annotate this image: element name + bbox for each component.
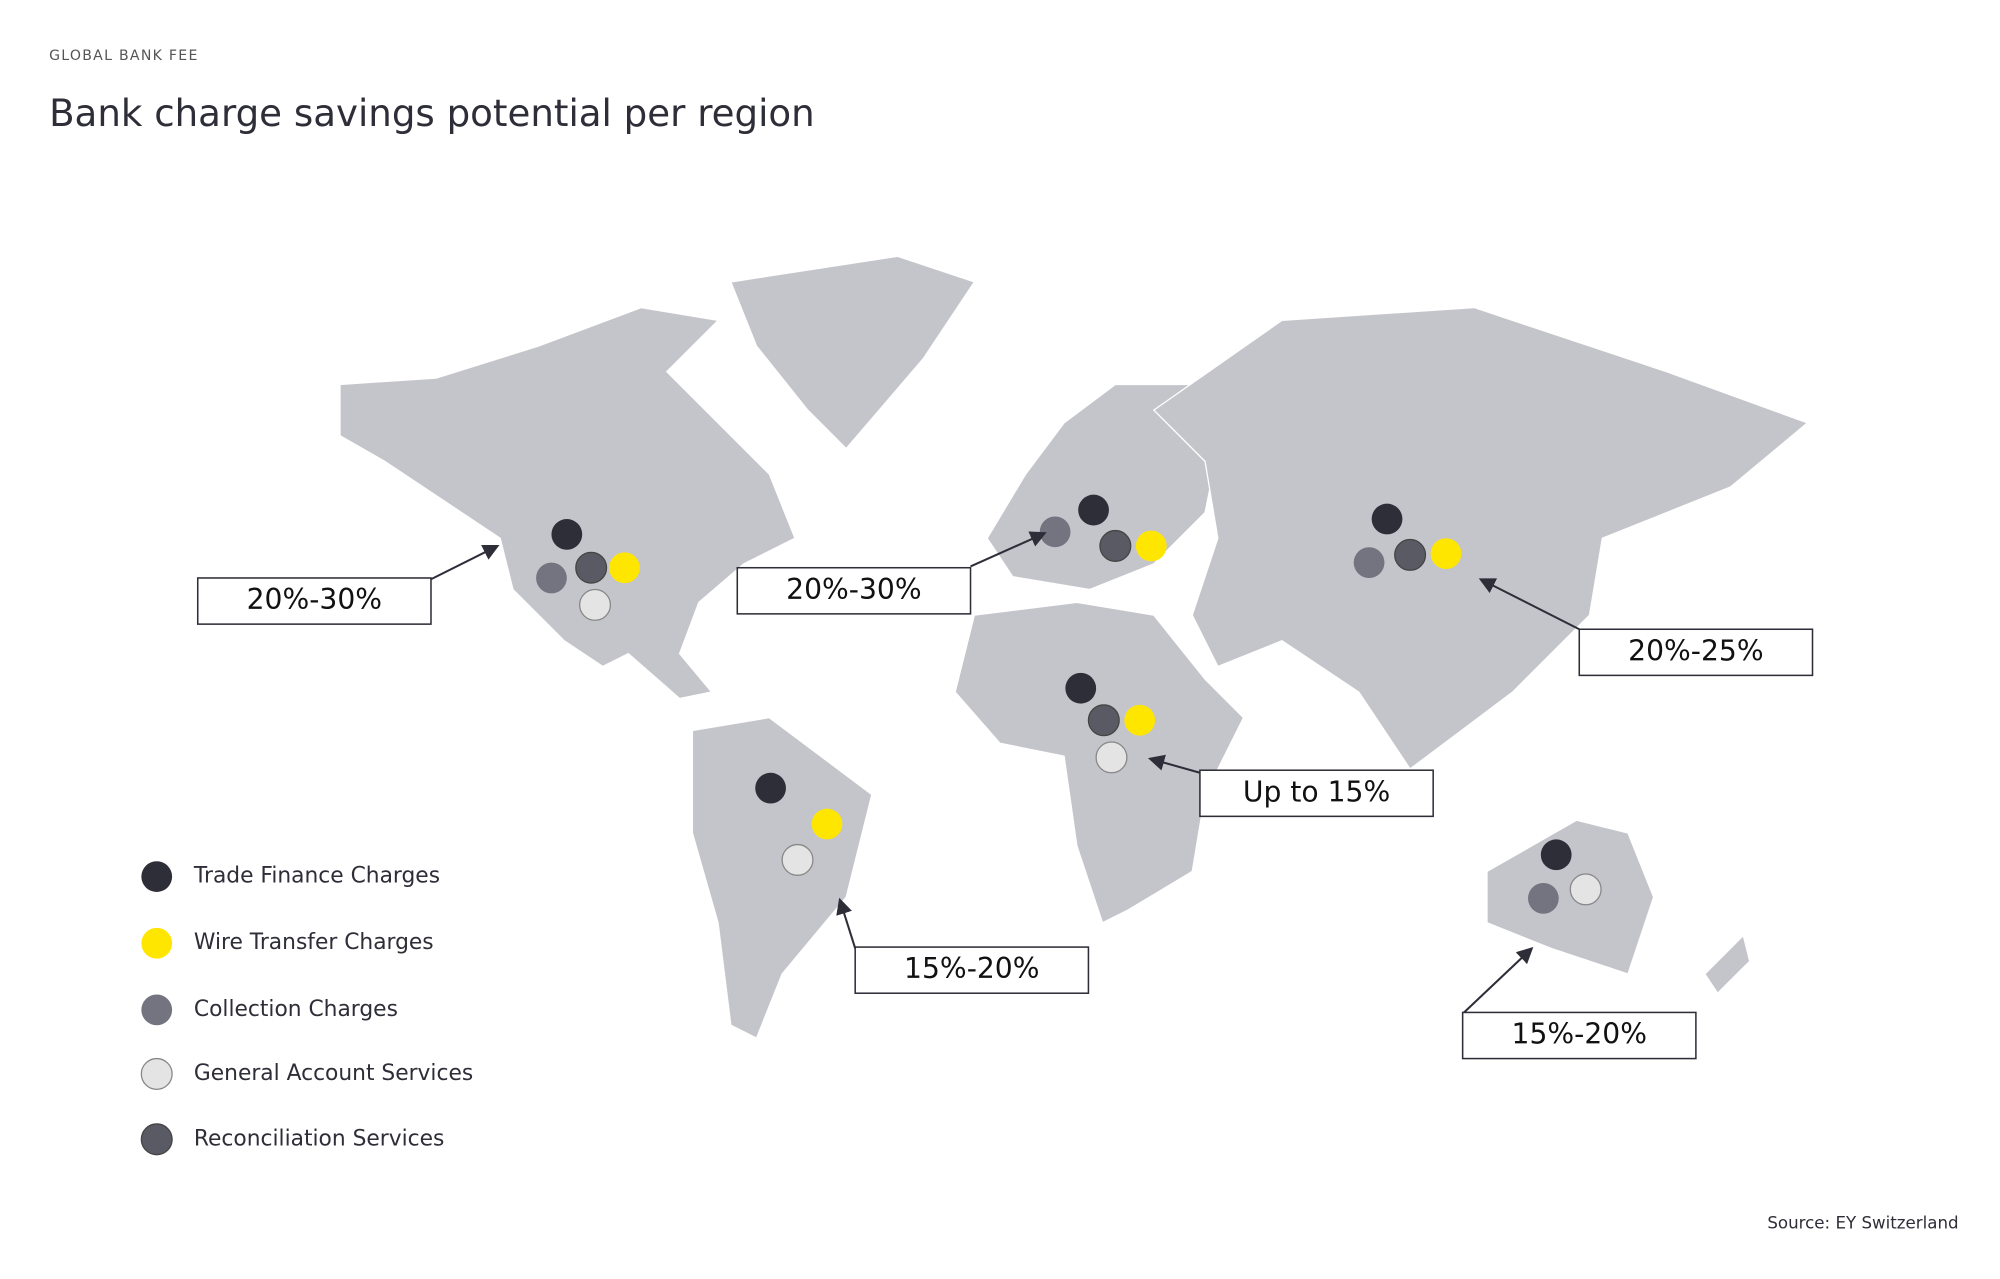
legend-label: Wire Transfer Charges <box>194 930 434 955</box>
legend-label: Reconciliation Services <box>194 1126 444 1151</box>
callout-label: 20%-30% <box>247 583 382 616</box>
legend: Trade Finance Charges Wire Transfer Char… <box>140 861 473 1156</box>
callouts: 20%-30% 20%-30% 20%-25% Up to 15% 15%-20… <box>196 531 1814 1060</box>
title: Bank charge savings potential per region <box>49 92 815 135</box>
legend-label: Collection Charges <box>194 997 398 1022</box>
callout-label: Up to 15% <box>1243 775 1390 808</box>
source: Source: EY Switzerland <box>1767 1213 1958 1232</box>
legend-label: Trade Finance Charges <box>193 864 440 889</box>
callout-label: 20%-30% <box>786 573 921 606</box>
callout-label: 20%-25% <box>1628 634 1763 667</box>
region-dots <box>536 494 1602 914</box>
legend-label: General Account Services <box>194 1061 473 1086</box>
callout-label: 15%-20% <box>1512 1018 1647 1051</box>
kicker: GLOBAL BANK FEE <box>49 48 199 64</box>
callout-label: 15%-20% <box>904 952 1039 985</box>
